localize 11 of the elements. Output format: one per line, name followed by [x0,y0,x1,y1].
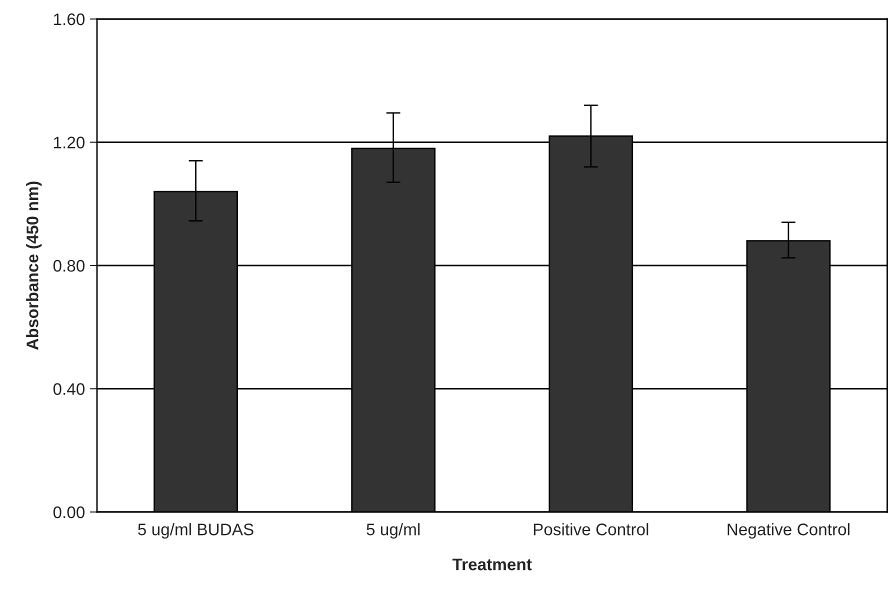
x-tick-label: Negative Control [728,523,850,539]
x-axis-title: Treatment [452,558,532,570]
y-tick-label: 1.60 [54,13,85,26]
y-tick-label: 0.40 [53,383,85,395]
x-tick-label: 5 ug/ml BUDAS [138,523,254,539]
y-axis-title: Absorbance (450 nm) [26,182,42,350]
x-tick-label: Positive Control [534,523,648,536]
y-tick-label: 0.80 [53,260,85,272]
y-tick-label: 0.00 [53,506,85,518]
x-tick-label: 5 ug/ml [366,523,420,539]
y-tick-label: 1.20 [54,136,85,148]
